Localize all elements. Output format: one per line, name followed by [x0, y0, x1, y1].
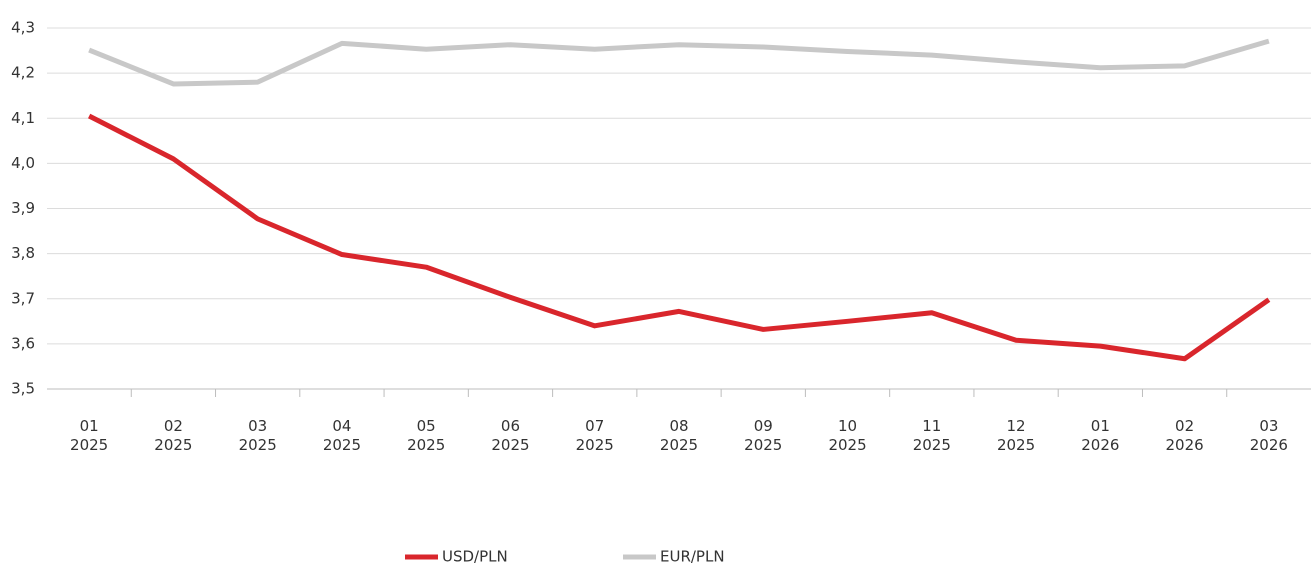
- x-tick-label: 11 2025: [912, 417, 951, 454]
- y-tick-label: 3,8: [11, 244, 35, 262]
- y-tick-label: 4,3: [11, 19, 35, 37]
- legend-label: EUR/PLN: [660, 548, 725, 566]
- y-tick-label: 3,5: [11, 380, 35, 398]
- x-tick-label: 02 2025: [154, 417, 193, 454]
- x-tick-label: 06 2025: [491, 417, 530, 454]
- legend-label: USD/PLN: [442, 548, 508, 566]
- x-tick-label: 01 2026: [1081, 417, 1120, 454]
- x-tick-label: 12 2025: [996, 417, 1036, 454]
- y-tick-label: 3,7: [11, 289, 35, 307]
- y-tick-label: 3,6: [11, 334, 35, 352]
- x-tick-label: 09 2025: [744, 417, 783, 454]
- x-tick-label: 03 2026: [1249, 417, 1288, 454]
- x-tick-label: 02 2026: [1165, 417, 1204, 454]
- x-tick-label: 05 2025: [407, 417, 446, 454]
- x-tick-label: 10 2025: [828, 417, 867, 454]
- series-line: [88, 38, 1270, 87]
- series-line: [87, 113, 1271, 362]
- x-tick-label: 04 2025: [322, 417, 362, 454]
- x-tick-label: 07 2025: [575, 417, 614, 454]
- y-tick-label: 4,0: [11, 154, 35, 172]
- x-tick-label: 08 2025: [659, 417, 699, 454]
- x-tick-label: 03 2025: [238, 417, 277, 454]
- y-tick-label: 3,9: [11, 199, 35, 217]
- y-tick-label: 4,1: [11, 109, 35, 127]
- y-tick-label: 4,2: [11, 64, 35, 82]
- x-tick-label: 01 2025: [70, 417, 109, 454]
